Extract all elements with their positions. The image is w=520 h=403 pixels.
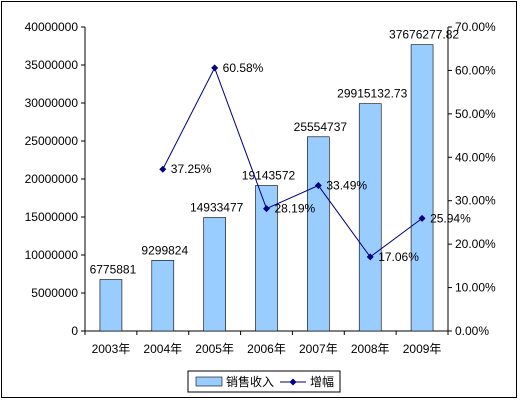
growth-data-label: 33.49% [326, 179, 367, 193]
x-tick-label: 2004年 [143, 342, 182, 356]
bar-data-label: 9299824 [141, 243, 188, 257]
right-tick-label: 70.00% [455, 20, 496, 34]
left-tick-label: 5000000 [31, 286, 78, 300]
bar [151, 260, 175, 332]
left-tick-label: 20000000 [25, 172, 79, 186]
growth-data-label: 28.19% [275, 202, 316, 216]
bar-data-label: 6775881 [90, 263, 137, 277]
right-tick-label: 20.00% [455, 237, 496, 251]
right-tick-label: 30.00% [455, 194, 496, 208]
x-tick-label: 2005年 [195, 342, 234, 356]
growth-point [418, 214, 426, 222]
x-tick-label: 2006年 [247, 342, 286, 356]
right-tick-label: 10.00% [455, 281, 496, 295]
bar [307, 136, 330, 332]
growth-data-label: 17.06% [378, 250, 419, 264]
left-tick-label: 0 [71, 324, 78, 338]
growth-data-label: 37.25% [171, 162, 212, 176]
legend-line-label: 增幅 [310, 374, 334, 389]
growth-point [211, 64, 219, 72]
x-tick-label: 2003年 [92, 342, 131, 356]
right-tick-label: 50.00% [455, 107, 496, 121]
growth-point [366, 253, 374, 261]
bar [255, 185, 278, 332]
right-tick-label: 0.00% [455, 324, 489, 338]
left-tick-label: 15000000 [25, 210, 79, 224]
growth-data-label: 60.58% [223, 61, 264, 75]
legend-box [187, 370, 341, 393]
right-tick-label: 40.00% [455, 150, 496, 164]
left-tick-label: 25000000 [25, 134, 79, 148]
bar [358, 103, 382, 332]
x-tick-label: 2009年 [403, 342, 442, 356]
growth-data-label: 25.94% [430, 211, 471, 225]
left-tick-label: 35000000 [25, 58, 79, 72]
bar-data-label: 37676277.82 [389, 28, 459, 42]
legend-bar-swatch [195, 376, 223, 387]
bar-data-label: 29915132.73 [337, 87, 407, 101]
left-tick-label: 10000000 [25, 248, 79, 262]
bar [99, 279, 123, 332]
bar [203, 217, 226, 332]
bar-data-label: 25554737 [294, 120, 348, 134]
bar-data-label: 14933477 [190, 201, 244, 215]
bar [410, 44, 434, 332]
x-tick-label: 2007年 [299, 342, 338, 356]
left-tick-label: 40000000 [25, 20, 79, 34]
legend-bar-label: 销售收入 [226, 374, 274, 389]
legend-line-marker [289, 378, 297, 386]
x-tick-label: 2008年 [351, 342, 390, 356]
growth-point [314, 182, 322, 190]
growth-point [159, 165, 167, 173]
chart-frame: 0 5000000 10000000 15000000 20000000 25000000… [1, 1, 517, 398]
right-tick-label: 60.00% [455, 63, 496, 77]
left-tick-label: 30000000 [25, 96, 79, 110]
bar-data-label: 19143572 [242, 169, 296, 183]
growth-line [162, 66, 423, 258]
growth-point [263, 205, 270, 213]
